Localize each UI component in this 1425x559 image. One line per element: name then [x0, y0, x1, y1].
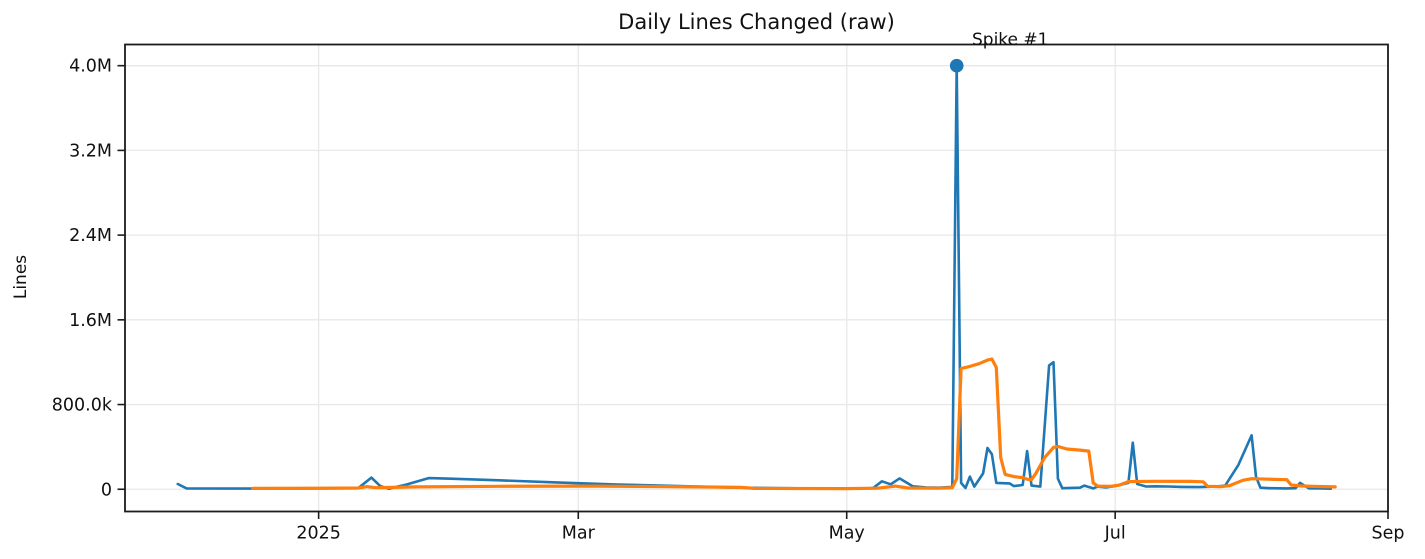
x-tick-label: 2025 — [296, 524, 341, 544]
x-tick-label: Jul — [1104, 524, 1126, 544]
plot-border — [124, 43, 1389, 513]
x-tick-label: Mar — [562, 524, 596, 544]
spike-annotation-label: Spike #1 — [972, 30, 1049, 50]
x-tick-label: Sep — [1372, 524, 1405, 544]
y-tick-label: 800.0k — [52, 396, 113, 416]
series-line-blue-series — [176, 64, 1333, 490]
chart-title: Daily Lines Changed (raw) — [618, 10, 895, 34]
y-tick-label: 0 — [101, 480, 112, 500]
y-tick-label: 2.4M — [69, 226, 112, 246]
x-tick-label: May — [829, 524, 865, 544]
y-tick-label: 3.2M — [69, 141, 112, 161]
y-axis-label: Lines — [11, 254, 31, 300]
series-line-orange-series — [251, 357, 1337, 491]
y-tick-label: 1.6M — [69, 311, 112, 331]
y-tick-label: 4.0M — [69, 57, 112, 77]
spike-marker — [949, 58, 964, 73]
